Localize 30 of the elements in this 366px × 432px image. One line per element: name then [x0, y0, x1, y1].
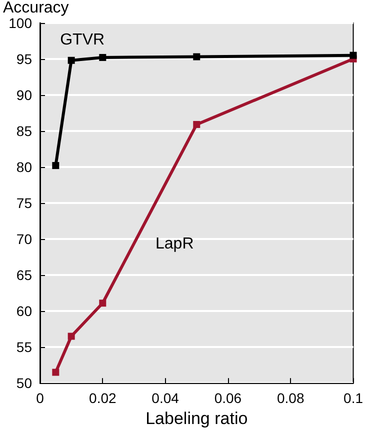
point	[52, 368, 60, 376]
x-tick-label: 0.02	[89, 390, 116, 406]
y-tick-label: 90	[16, 86, 32, 103]
point	[68, 56, 75, 64]
y-axis-title: Accuracy	[3, 0, 69, 16]
x-tick-label: 0.04	[152, 390, 180, 406]
x-axis-title: Labeling ratio	[146, 409, 248, 428]
y-tick-label: 60	[16, 303, 32, 320]
y-tick-label: 75	[16, 195, 32, 211]
y-tick-label: 100	[8, 14, 32, 31]
x-tick-label: 0.08	[276, 390, 304, 406]
y-tick-label: 65	[16, 267, 32, 284]
point	[52, 162, 60, 170]
point	[99, 54, 106, 61]
point	[193, 53, 200, 60]
point	[99, 300, 106, 307]
y-tick-label: 55	[16, 339, 32, 356]
y-tick-label: 50	[16, 375, 32, 392]
y-tick-label: 85	[16, 122, 32, 139]
y-tick-label: 70	[16, 231, 32, 248]
point	[350, 52, 357, 59]
series-label: LapR	[156, 235, 194, 252]
series-label: GTVR	[60, 31, 105, 48]
y-tick-label: 95	[16, 50, 32, 67]
x-tick-label: 0.06	[214, 390, 242, 406]
y-tick-label: 80	[16, 158, 32, 175]
x-tick-label: 0	[36, 390, 44, 406]
point	[193, 120, 200, 128]
point	[68, 332, 75, 340]
x-tick-label: 0.1	[344, 390, 364, 406]
